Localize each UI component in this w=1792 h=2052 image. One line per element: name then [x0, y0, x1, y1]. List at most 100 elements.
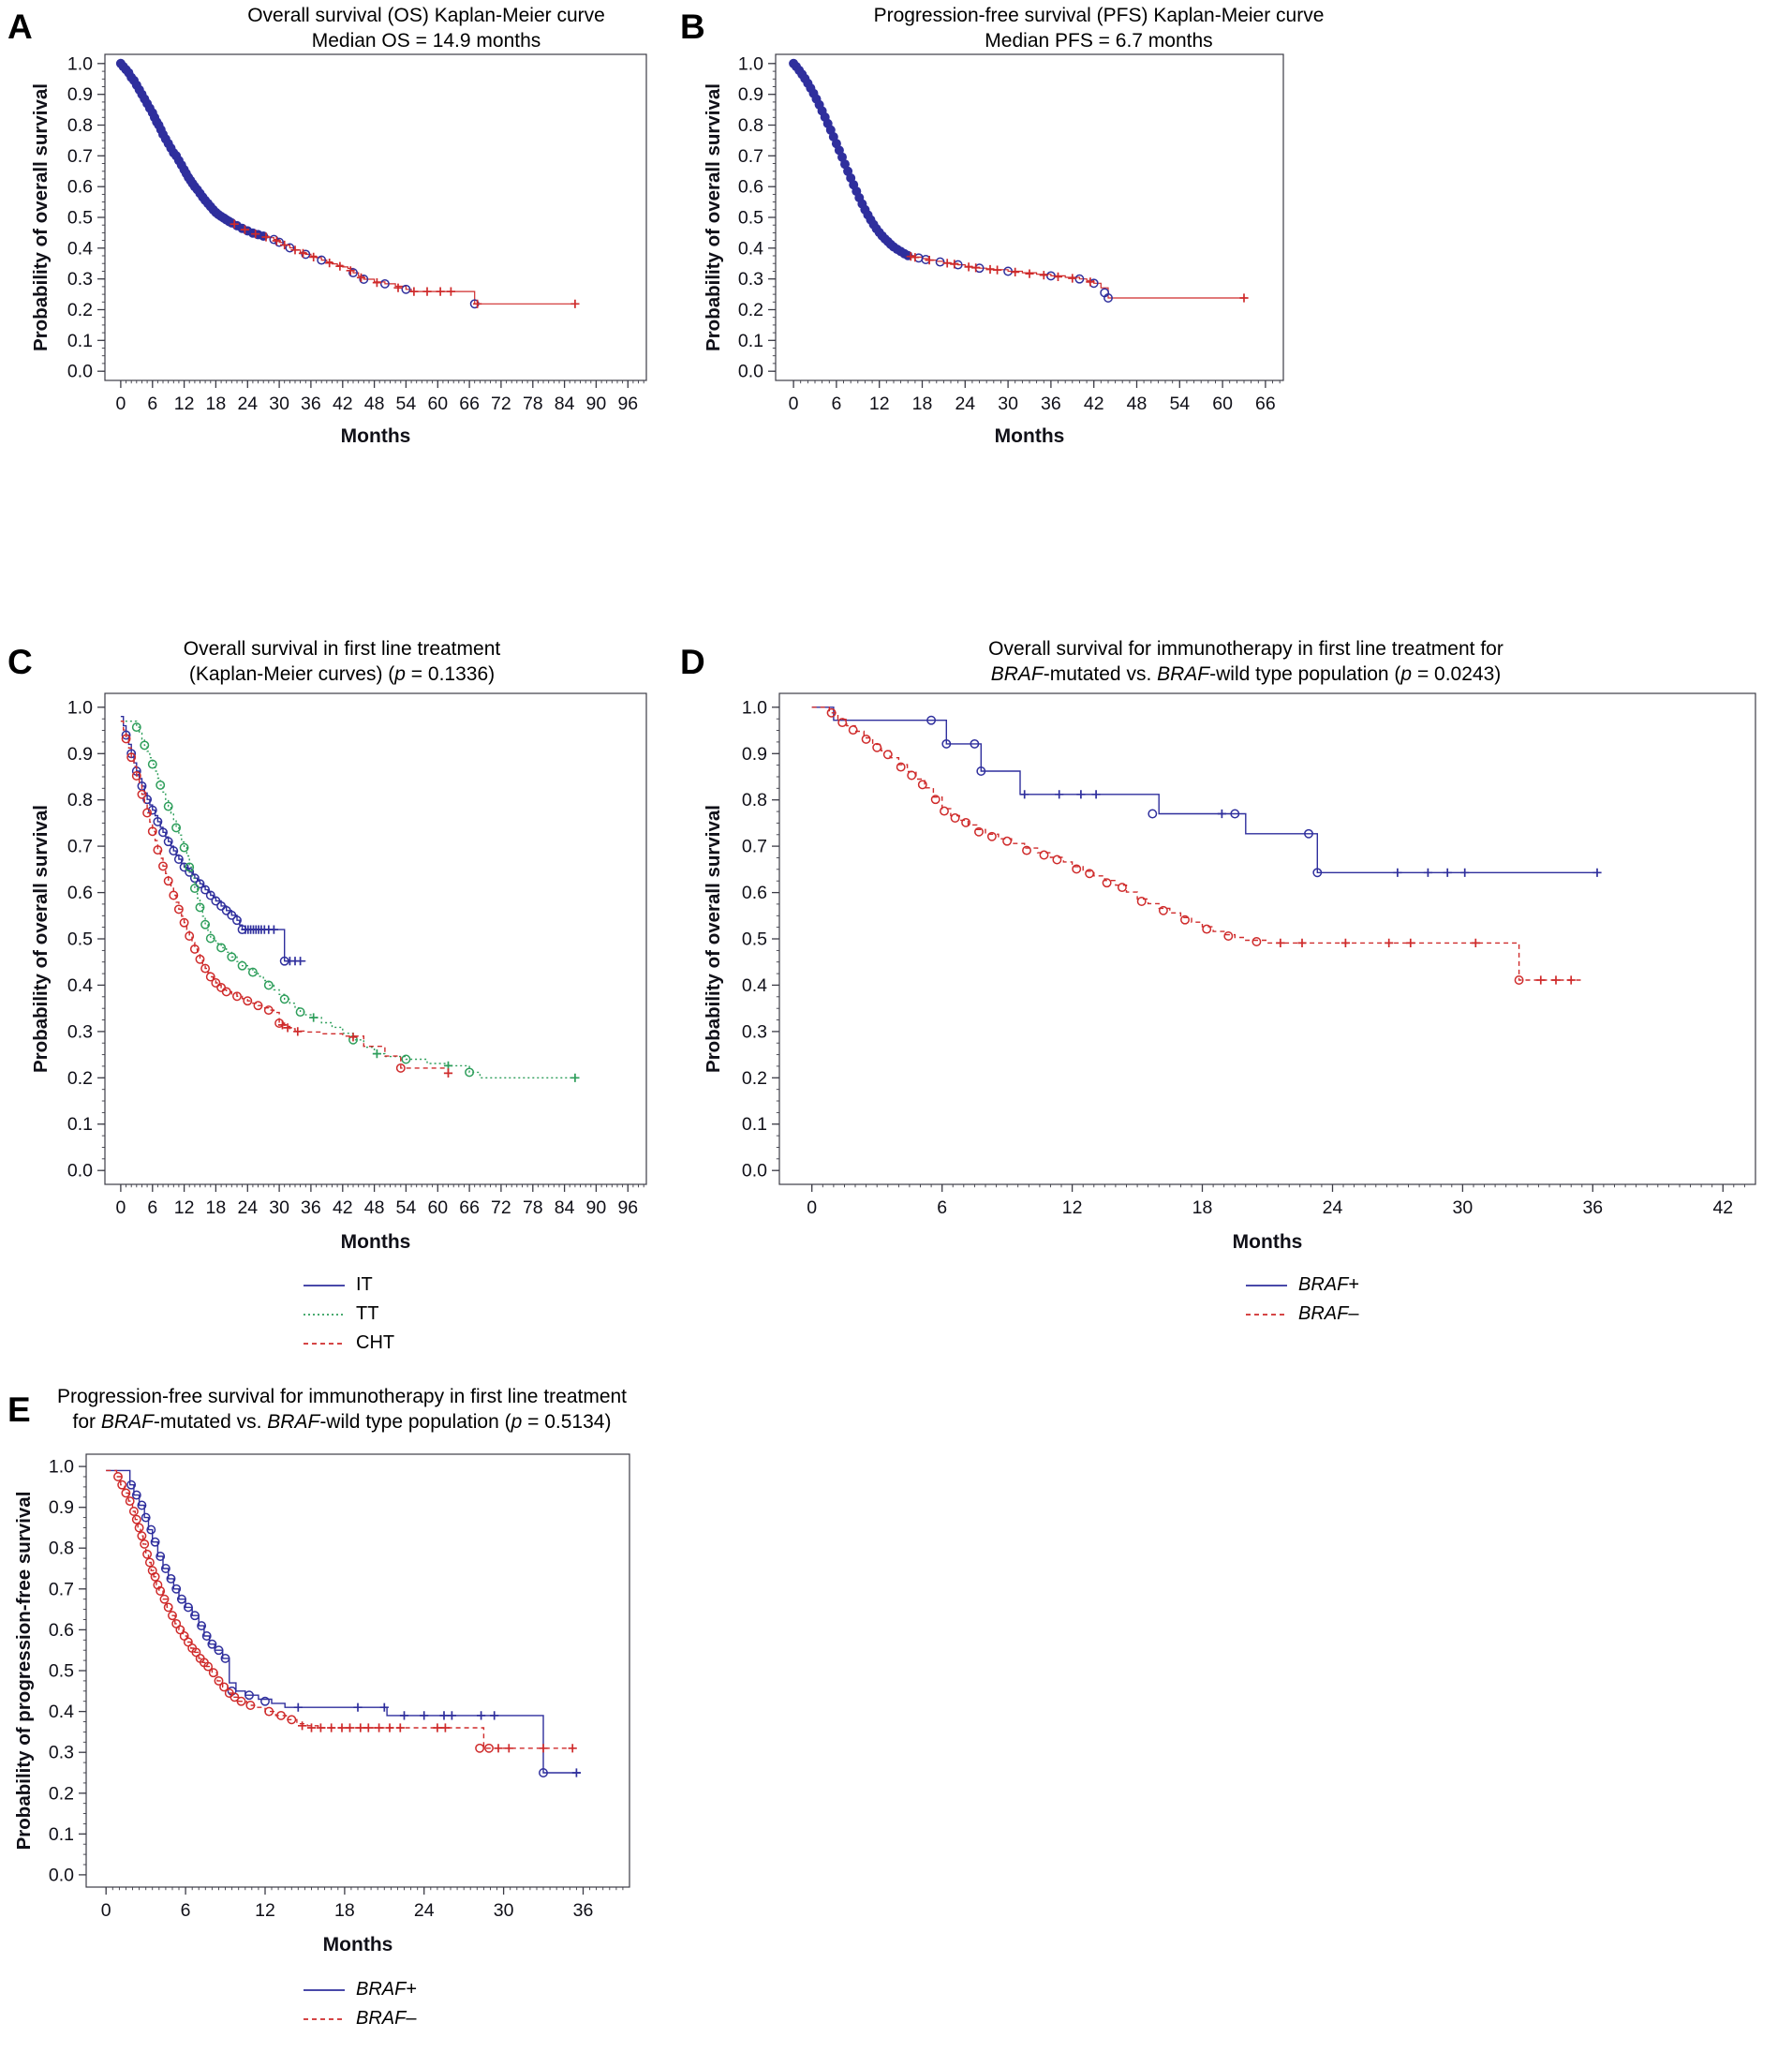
panel-title: Progression-free survival for immunother… — [0, 1385, 684, 1435]
plot-frame — [85, 1453, 630, 1888]
y-tick-label: 0.7 — [742, 837, 767, 857]
panel-title: Overall survival for immunotherapy in fi… — [721, 637, 1770, 688]
x-tick-label: 0 — [115, 394, 126, 414]
x-tick-label: 42 — [333, 394, 353, 414]
x-axis-label: Months — [323, 1934, 393, 1955]
x-tick-label: 84 — [555, 394, 575, 414]
panel-title: Overall survival in first line treatment… — [0, 637, 684, 688]
y-axis-label: Probability of overall survival — [30, 83, 52, 351]
y-tick-label: 0.4 — [67, 238, 93, 259]
km-plot-pfs: 0 6 12 18 24 30 36 42 48 54 60 66 0.0 0.1 0.2 0.3 0.4 0.5… — [703, 53, 1284, 447]
event-circles-BRAF- — [113, 1472, 494, 1753]
event-dots-PFS — [789, 58, 913, 260]
y-tick-label: 0.0 — [742, 1161, 767, 1182]
legend-label: BRAF+ — [1298, 1274, 1360, 1295]
y-tick-label: 0.8 — [738, 115, 763, 136]
y-tick-label: 0.7 — [67, 837, 93, 857]
x-tick-label: 18 — [1192, 1197, 1213, 1218]
y-tick-label: 1.0 — [742, 697, 767, 718]
panel-title-line: Median OS = 14.9 months — [311, 29, 541, 52]
x-tick-label: 12 — [869, 394, 890, 414]
x-tick-label: 24 — [1323, 1197, 1343, 1218]
y-tick-label: 0.2 — [738, 300, 763, 320]
y-tick-label: 0.1 — [49, 1824, 74, 1845]
legend-entry: BRAF– — [302, 2008, 417, 2030]
plot-frame — [775, 53, 1284, 381]
legend-entry: BRAF+ — [1244, 1274, 1359, 1296]
km-step-line-CHT — [120, 721, 450, 1074]
legend-label: BRAF– — [1298, 1303, 1359, 1324]
legend-entry: IT — [302, 1274, 394, 1296]
event-circles-BRAF+ — [926, 715, 1323, 878]
x-tick-label: 18 — [912, 394, 933, 414]
panel-title-line: Overall survival for immunotherapy in fi… — [988, 638, 1503, 660]
x-tick-label: 36 — [301, 394, 321, 414]
x-tick-label: 36 — [301, 1197, 321, 1218]
x-tick-label: 6 — [147, 394, 157, 414]
y-tick-label: 0.9 — [738, 84, 763, 105]
legend-line-sample — [304, 1342, 345, 1345]
x-tick-label: 12 — [255, 1900, 275, 1921]
y-tick-label: 0.8 — [67, 790, 93, 810]
km-step-line-BRAF- — [106, 1469, 574, 1749]
y-tick-label: 0.7 — [67, 146, 93, 167]
x-minor-ticks — [811, 1184, 1745, 1188]
panel-letter: C — [7, 643, 33, 681]
event-circles-BRAF+ — [126, 1480, 548, 1777]
x-tick-label: 24 — [237, 1197, 258, 1218]
legend-label: TT — [356, 1303, 379, 1324]
y-tick-label: 0.2 — [67, 1068, 93, 1089]
y-tick-label: 0.7 — [49, 1579, 74, 1599]
y-axis-label: Probability of progression-free survival — [13, 1492, 35, 1851]
plot-frame — [104, 53, 647, 381]
y-tick-label: 0.1 — [67, 1114, 93, 1135]
x-tick-label: 42 — [1084, 394, 1104, 414]
legend-entry: CHT — [302, 1332, 394, 1354]
panel-title-line: Progression-free survival (PFS) Kaplan-M… — [873, 5, 1325, 26]
y-tick-label: 0.8 — [49, 1539, 74, 1559]
panel-title-line: Overall survival (OS) Kaplan-Meier curve — [247, 5, 605, 26]
event-circles-OS — [269, 234, 480, 309]
y-tick-label: 0.6 — [49, 1620, 74, 1641]
x-axis-label: Months — [341, 1231, 411, 1253]
censor-marks-IT — [241, 925, 305, 966]
legend-label: BRAF– — [356, 2008, 417, 2029]
y-tick-label: 0.4 — [49, 1702, 74, 1722]
x-tick-label: 72 — [491, 394, 511, 414]
y-axis-label: Probability of overall survival — [30, 805, 52, 1073]
legend-label: CHT — [356, 1332, 395, 1353]
x-tick-label: 60 — [427, 394, 448, 414]
censor-marks-BRAF+ — [1020, 790, 1602, 877]
y-tick-label: 0.0 — [49, 1865, 74, 1885]
panel-title-line: for BRAF-mutated vs. BRAF-wild type popu… — [72, 1410, 612, 1433]
x-tick-label: 66 — [459, 1197, 480, 1218]
event-circles-TT — [131, 722, 475, 1078]
censor-marks-BRAF+ — [293, 1703, 581, 1777]
x-tick-label: 84 — [555, 1197, 575, 1218]
x-tick-label: 36 — [573, 1900, 594, 1921]
y-axis-label: Probability of overall survival — [703, 805, 724, 1073]
x-tick-label: 66 — [459, 394, 480, 414]
x-tick-label: 30 — [998, 394, 1018, 414]
y-tick-label: 0.6 — [742, 883, 767, 903]
legend-entry: TT — [302, 1303, 394, 1325]
x-tick-label: 6 — [937, 1197, 947, 1218]
km-plot-os-braf: 0 6 12 18 24 30 36 42 0.0 0.1 0.2 0.3 0.4 0.5 0.6 0.7 0.… — [703, 692, 1756, 1253]
legend-label: IT — [356, 1274, 373, 1295]
y-tick-label: 0.8 — [67, 115, 93, 136]
y-tick-label: 0.3 — [738, 269, 763, 290]
legend-line-sample — [304, 1313, 345, 1316]
x-tick-label: 48 — [364, 1197, 385, 1218]
legend-label: BRAF+ — [356, 1979, 418, 2000]
x-tick-label: 18 — [334, 1900, 355, 1921]
x-tick-label: 96 — [617, 1197, 638, 1218]
event-circles-IT — [121, 730, 289, 966]
event-circles-BRAF- — [826, 707, 1524, 985]
x-tick-label: 36 — [1582, 1197, 1603, 1218]
y-tick-label: 0.9 — [742, 744, 767, 765]
x-tick-label: 54 — [1169, 394, 1190, 414]
x-tick-label: 24 — [414, 1900, 435, 1921]
x-tick-label: 18 — [206, 1197, 227, 1218]
y-tick-label: 0.1 — [67, 331, 93, 351]
